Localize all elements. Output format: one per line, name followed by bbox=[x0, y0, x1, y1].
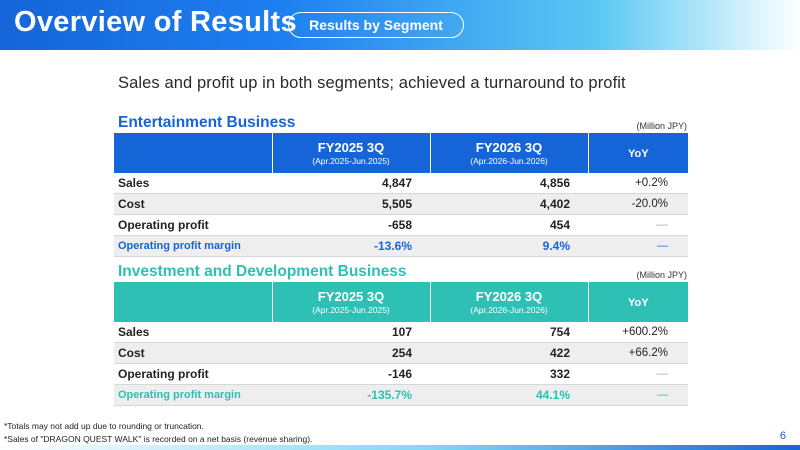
footnotes: *Totals may not add up due to rounding o… bbox=[4, 420, 312, 446]
column-header-main: FY2026 3Q bbox=[475, 288, 543, 304]
row-label: Sales bbox=[114, 173, 272, 194]
fy2026-value: 754 bbox=[430, 322, 588, 343]
fy2025-value: 5,505 bbox=[272, 193, 430, 215]
table-row: Operating profit -658 454 — bbox=[114, 214, 688, 236]
header-bar: Overview of Results Results by Segment bbox=[0, 0, 800, 50]
table-row: Sales 4,847 4,856 +0.2% bbox=[114, 173, 688, 194]
table-row: Operating profit margin -13.6% 9.4% — bbox=[114, 235, 688, 257]
fy2025-value: 107 bbox=[272, 322, 430, 343]
investment-unit-label: (Million JPY) bbox=[636, 270, 687, 280]
column-header-period: (Apr.2026-Jun.2026) bbox=[470, 155, 548, 166]
fy2026-value: 454 bbox=[430, 214, 588, 236]
table-row: Sales 107 754 +600.2% bbox=[114, 322, 688, 343]
table-row: Operating profit margin -135.7% 44.1% — bbox=[114, 384, 688, 406]
fy2026-value: 4,402 bbox=[430, 193, 588, 215]
column-header-period: (Apr.2026-Jun.2026) bbox=[470, 304, 548, 315]
yoy-value: — bbox=[588, 363, 688, 385]
yoy-value: — bbox=[588, 235, 688, 257]
yoy-value: +600.2% bbox=[588, 322, 688, 343]
column-header-period: (Apr.2025-Jun.2025) bbox=[312, 155, 390, 166]
column-header-yoy: YoY bbox=[587, 282, 688, 322]
column-header-period: (Apr.2025-Jun.2025) bbox=[312, 304, 390, 315]
table-row: Cost 5,505 4,402 -20.0% bbox=[114, 193, 688, 215]
footnote: *Totals may not add up due to rounding o… bbox=[4, 421, 204, 431]
fy2026-value: 9.4% bbox=[430, 235, 588, 257]
header-blank-cell bbox=[114, 133, 272, 173]
table-row: Cost 254 422 +66.2% bbox=[114, 342, 688, 364]
table-header-row: FY2025 3Q (Apr.2025-Jun.2025) FY2026 3Q … bbox=[114, 282, 688, 322]
table-row: Operating profit -146 332 — bbox=[114, 363, 688, 385]
fy2025-value: -135.7% bbox=[272, 384, 430, 406]
row-label: Operating profit margin bbox=[114, 384, 272, 406]
yoy-value: — bbox=[588, 384, 688, 406]
row-label: Cost bbox=[114, 193, 272, 215]
page-number: 6 bbox=[779, 430, 786, 442]
fy2025-value: -146 bbox=[272, 363, 430, 385]
fy2025-value: -13.6% bbox=[272, 235, 430, 257]
fy2025-value: 4,847 bbox=[272, 173, 430, 194]
yoy-value: +0.2% bbox=[588, 173, 688, 194]
header-blank-cell bbox=[114, 282, 272, 322]
yoy-value: +66.2% bbox=[588, 342, 688, 364]
entertainment-unit-label: (Million JPY) bbox=[636, 121, 687, 131]
footnote: *Sales of "DRAGON QUEST WALK" is recorde… bbox=[4, 434, 313, 444]
column-header-fy2026: FY2026 3Q (Apr.2026-Jun.2026) bbox=[429, 282, 588, 322]
column-header-fy2026: FY2026 3Q (Apr.2026-Jun.2026) bbox=[429, 133, 588, 173]
row-label: Cost bbox=[114, 342, 272, 364]
row-label: Sales bbox=[114, 322, 272, 343]
slide-subtitle: Sales and profit up in both segments; ac… bbox=[118, 74, 626, 92]
column-header-main: YoY bbox=[627, 148, 649, 160]
investment-section-title: Investment and Development Business bbox=[118, 263, 407, 280]
column-header-main: FY2025 3Q bbox=[317, 288, 385, 304]
row-label: Operating profit bbox=[114, 214, 272, 236]
column-header-main: YoY bbox=[627, 297, 649, 309]
fy2026-value: 4,856 bbox=[430, 173, 588, 194]
yoy-value: — bbox=[588, 214, 688, 236]
entertainment-section-title: Entertainment Business bbox=[118, 114, 296, 131]
fy2026-value: 332 bbox=[430, 363, 588, 385]
yoy-value: -20.0% bbox=[588, 193, 688, 215]
column-header-yoy: YoY bbox=[587, 133, 688, 173]
bottom-accent-bar bbox=[0, 445, 800, 450]
investment-results-table: FY2025 3Q (Apr.2025-Jun.2025) FY2026 3Q … bbox=[114, 282, 688, 406]
column-header-fy2025: FY2025 3Q (Apr.2025-Jun.2025) bbox=[271, 133, 430, 173]
row-label: Operating profit bbox=[114, 363, 272, 385]
entertainment-results-table: FY2025 3Q (Apr.2025-Jun.2025) FY2026 3Q … bbox=[114, 133, 688, 257]
page-title: Overview of Results bbox=[14, 6, 297, 38]
fy2026-value: 422 bbox=[430, 342, 588, 364]
fy2025-value: 254 bbox=[272, 342, 430, 364]
table-header-row: FY2025 3Q (Apr.2025-Jun.2025) FY2026 3Q … bbox=[114, 133, 688, 173]
fy2025-value: -658 bbox=[272, 214, 430, 236]
fy2026-value: 44.1% bbox=[430, 384, 588, 406]
row-label: Operating profit margin bbox=[114, 235, 272, 257]
column-header-main: FY2026 3Q bbox=[475, 139, 543, 155]
column-header-main: FY2025 3Q bbox=[317, 139, 385, 155]
column-header-fy2025: FY2025 3Q (Apr.2025-Jun.2025) bbox=[271, 282, 430, 322]
section-pill-badge: Results by Segment bbox=[288, 12, 464, 38]
